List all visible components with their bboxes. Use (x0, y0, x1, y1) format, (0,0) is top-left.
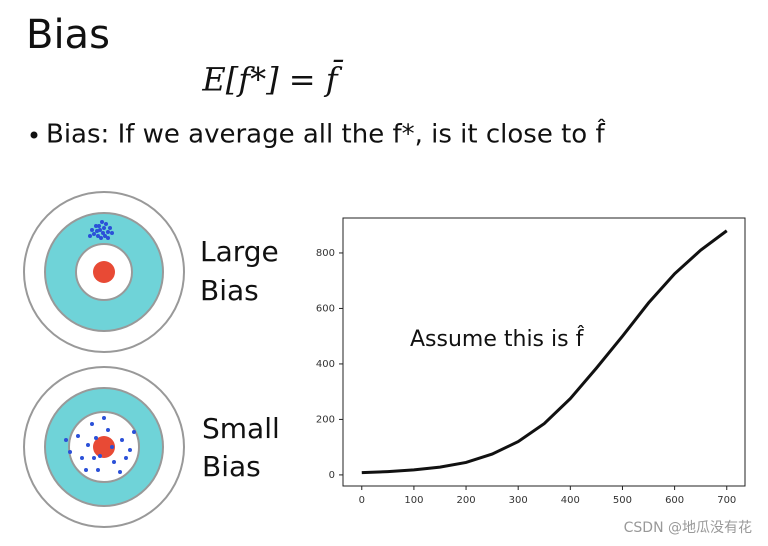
shot (68, 450, 72, 454)
shot (106, 236, 110, 240)
shot (100, 220, 104, 224)
shot (92, 232, 96, 236)
x-tick-label: 600 (665, 495, 684, 506)
shot (90, 422, 94, 426)
target-label: Bias (200, 274, 259, 307)
target-label: Bias (202, 450, 261, 483)
x-tick-label: 300 (509, 495, 528, 506)
target-label: Large (200, 235, 279, 268)
bullet-text: Bias: If we average all the f*, is it cl… (46, 118, 606, 150)
shot (64, 438, 68, 442)
formula: E[f*] = f̄ (201, 60, 343, 99)
watermark: CSDN @地瓜没有花 (624, 520, 752, 536)
shot (80, 456, 84, 460)
shot (98, 454, 102, 458)
target-label: Small (202, 412, 280, 445)
y-tick-label: 800 (316, 248, 335, 259)
x-tick-label: 700 (717, 495, 736, 506)
shot (88, 234, 92, 238)
y-tick-label: 200 (316, 414, 335, 425)
x-tick-label: 200 (457, 495, 476, 506)
shot (97, 224, 101, 228)
shot (110, 445, 114, 449)
target-center (93, 261, 115, 283)
shot (106, 230, 110, 234)
target-large (23, 191, 185, 353)
shot (94, 224, 98, 228)
target-small (23, 366, 185, 528)
shot (108, 226, 112, 230)
shot (118, 470, 122, 474)
shot (101, 231, 105, 235)
shot (84, 468, 88, 472)
y-tick-label: 600 (316, 303, 335, 314)
bullet-dot (30, 131, 38, 139)
shot (128, 448, 132, 452)
shot (112, 460, 116, 464)
shot (102, 226, 106, 230)
annotation: Assume this is f̂ (410, 326, 585, 352)
shot (94, 436, 98, 440)
data-line (361, 229, 728, 475)
shot (104, 222, 108, 226)
shot (124, 456, 128, 460)
shot (106, 428, 110, 432)
shot (120, 438, 124, 442)
shot (96, 234, 100, 238)
shot (102, 416, 106, 420)
y-tick-label: 400 (316, 359, 335, 370)
y-tick-label: 0 (329, 470, 335, 481)
target-center (93, 436, 115, 458)
x-tick-label: 400 (561, 495, 580, 506)
shot (95, 229, 99, 233)
shot (86, 443, 90, 447)
shot (103, 234, 107, 238)
shot (110, 231, 114, 235)
shot (132, 430, 136, 434)
shot (76, 434, 80, 438)
slide-title: Bias (26, 12, 110, 58)
plot-frame (342, 217, 746, 487)
x-tick-label: 0 (359, 495, 365, 506)
shot (92, 456, 96, 460)
x-tick-label: 100 (404, 495, 423, 506)
x-tick-label: 500 (613, 495, 632, 506)
shot (96, 468, 100, 472)
shot (90, 228, 94, 232)
shot (99, 236, 103, 240)
